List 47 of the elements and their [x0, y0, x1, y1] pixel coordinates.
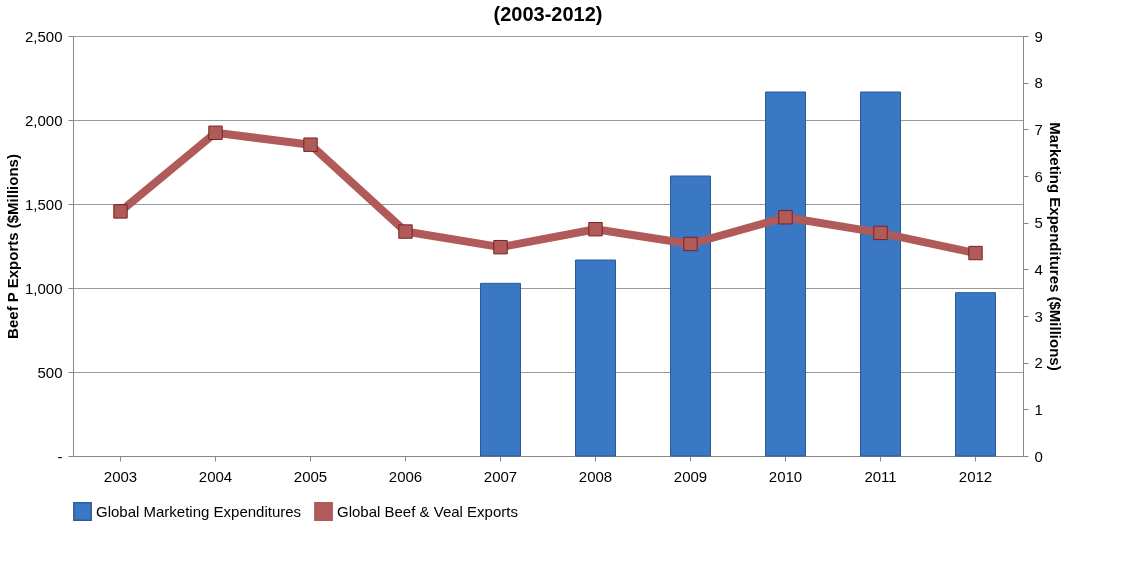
x-tick-label: 2007 [483, 467, 518, 485]
x-tick-label: 2011 [864, 467, 897, 485]
point [303, 137, 318, 152]
bar [575, 259, 616, 457]
y-tick-label: 2,000 [24, 111, 63, 129]
point [493, 239, 508, 255]
bar [860, 91, 901, 457]
x-tick-label: 2004 [198, 467, 233, 485]
point [588, 221, 603, 237]
y2-tick-label: 9 [1034, 27, 1043, 45]
x-tick-label: 2006 [388, 467, 423, 485]
bar [480, 282, 521, 457]
point [208, 125, 223, 140]
y-tick-label: 1,000 [24, 279, 63, 297]
point [968, 245, 983, 261]
y2-tick-label: 7 [1034, 120, 1043, 138]
x-tick-label: 2010 [768, 467, 803, 485]
chart-title: (2003-2012) [493, 3, 603, 25]
y2-tick-label: 2 [1034, 354, 1043, 372]
bar [955, 292, 996, 457]
y2-tick-label: 5 [1034, 214, 1043, 232]
y2-tick-label: 6 [1034, 167, 1043, 185]
y-tick-label: 1,500 [24, 195, 63, 213]
x-tick-label: 2012 [958, 467, 993, 485]
bar [670, 175, 711, 457]
y2-tick-label: 4 [1034, 260, 1043, 278]
point [778, 210, 793, 225]
y2-tick-label: 1 [1034, 400, 1043, 418]
point [398, 224, 413, 239]
y2-axis-title: Marketing Expenditures ($Millions) [1046, 122, 1064, 371]
x-tick-label: 2005 [293, 467, 328, 485]
point [113, 204, 128, 219]
point [873, 225, 888, 241]
bar [765, 91, 806, 457]
y2-tick-label: 0 [1034, 447, 1043, 465]
x-tick-label: 2003 [103, 467, 138, 485]
y-axis-title: Beef P Exports ($Millions) [3, 154, 21, 339]
y2-tick-label: 8 [1034, 74, 1043, 92]
legend-label: Global Marketing Expenditures [96, 502, 302, 520]
y2-tick-label: 3 [1034, 307, 1043, 325]
x-tick-label: 2008 [578, 467, 613, 485]
y-tick-label: - [57, 447, 63, 465]
point [683, 236, 698, 252]
y-tick-label: 500 [37, 363, 63, 381]
x-tick-label: 2009 [673, 467, 708, 485]
y-tick-label: 2,500 [24, 27, 63, 45]
legend-label: Global Beef & Veal Exports [337, 502, 518, 520]
